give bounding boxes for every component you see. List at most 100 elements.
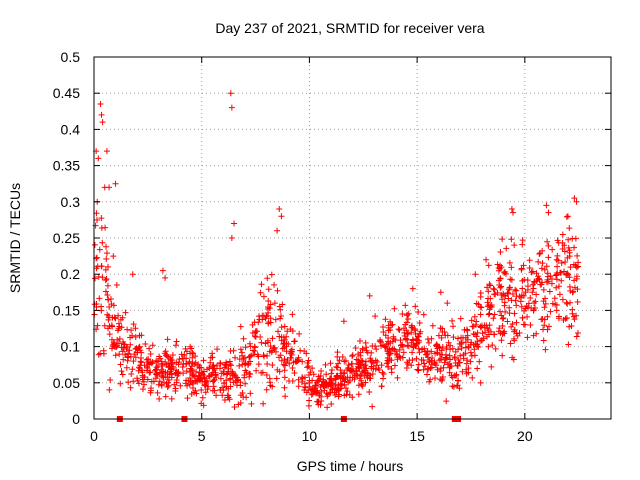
data-point [97, 350, 104, 357]
data-point [247, 358, 254, 365]
data-point [527, 294, 534, 301]
data-point [400, 325, 407, 332]
data-point [255, 353, 262, 360]
data-point [311, 388, 318, 395]
data-point [383, 360, 390, 367]
data-point [112, 180, 119, 187]
data-point [124, 343, 131, 350]
data-point [402, 335, 409, 342]
grid-lines [94, 57, 611, 419]
data-point [252, 329, 259, 336]
data-point [396, 346, 403, 353]
data-point [443, 355, 450, 362]
data-point [333, 373, 340, 380]
data-point [472, 271, 479, 278]
data-point [237, 323, 244, 330]
data-point [498, 312, 505, 319]
data-point [332, 376, 339, 383]
data-point [524, 313, 531, 320]
data-point [139, 386, 146, 393]
data-point [544, 273, 551, 280]
data-point [353, 356, 360, 363]
data-point [305, 372, 312, 379]
data-point [420, 311, 427, 318]
data-point [479, 330, 486, 337]
data-point [471, 313, 478, 320]
data-point [145, 356, 152, 363]
data-point [285, 341, 292, 348]
data-point [136, 344, 143, 351]
data-point [566, 249, 573, 256]
data-point [405, 330, 412, 337]
data-point [392, 348, 399, 355]
data-point [532, 298, 539, 305]
data-point [424, 371, 431, 378]
data-point [563, 299, 570, 306]
data-point [278, 324, 285, 331]
y-tick-labels: 0 0.05 0.1 0.15 0.2 0.25 0.3 0.35 0.4 0.45 0.5 [53, 49, 80, 427]
data-point [559, 231, 566, 238]
data-point [154, 389, 161, 396]
data-point [98, 111, 105, 118]
data-point [328, 367, 335, 374]
data-point [434, 366, 441, 373]
data-point [168, 371, 175, 378]
data-point [564, 270, 571, 277]
data-point [431, 359, 438, 366]
data-point [444, 300, 451, 307]
data-point [318, 388, 325, 395]
data-point [103, 148, 110, 155]
data-point [105, 325, 112, 332]
data-point [345, 362, 352, 369]
data-point [574, 252, 581, 259]
data-point [485, 311, 492, 318]
data-point [364, 349, 371, 356]
data-point [120, 345, 127, 352]
data-point [539, 260, 546, 267]
data-point [187, 350, 194, 357]
data-point [173, 359, 180, 366]
data-point [540, 286, 547, 293]
data-point [508, 323, 515, 330]
data-point [401, 332, 408, 339]
data-point [308, 391, 315, 398]
data-point [324, 393, 331, 400]
data-point [385, 340, 392, 347]
data-point [367, 355, 374, 362]
data-point [328, 400, 335, 407]
data-point [369, 403, 376, 410]
data-point [490, 285, 497, 292]
data-point [178, 351, 185, 358]
data-point [450, 323, 457, 330]
data-point [424, 336, 431, 343]
data-point [270, 344, 277, 351]
data-point [527, 322, 534, 329]
data-point [553, 307, 560, 314]
data-point [368, 358, 375, 365]
data-point [464, 327, 471, 334]
data-point [176, 356, 183, 363]
data-point [485, 331, 492, 338]
data-point [199, 378, 206, 385]
data-point [573, 275, 580, 282]
data-point [217, 360, 224, 367]
data-point [304, 360, 311, 367]
data-point [318, 381, 325, 388]
data-point [207, 359, 214, 366]
data-point [526, 257, 533, 264]
data-point [477, 311, 484, 318]
data-point [477, 379, 484, 386]
data-point [329, 386, 336, 393]
data-point [461, 326, 468, 333]
data-point [99, 239, 106, 246]
data-point [143, 356, 150, 363]
data-point [248, 352, 255, 359]
data-point [187, 378, 194, 385]
data-point [242, 344, 249, 351]
data-point [511, 310, 518, 317]
data-point [112, 315, 119, 322]
data-point [505, 286, 512, 293]
data-point [391, 305, 398, 312]
data-point [385, 334, 392, 341]
data-point [399, 354, 406, 361]
